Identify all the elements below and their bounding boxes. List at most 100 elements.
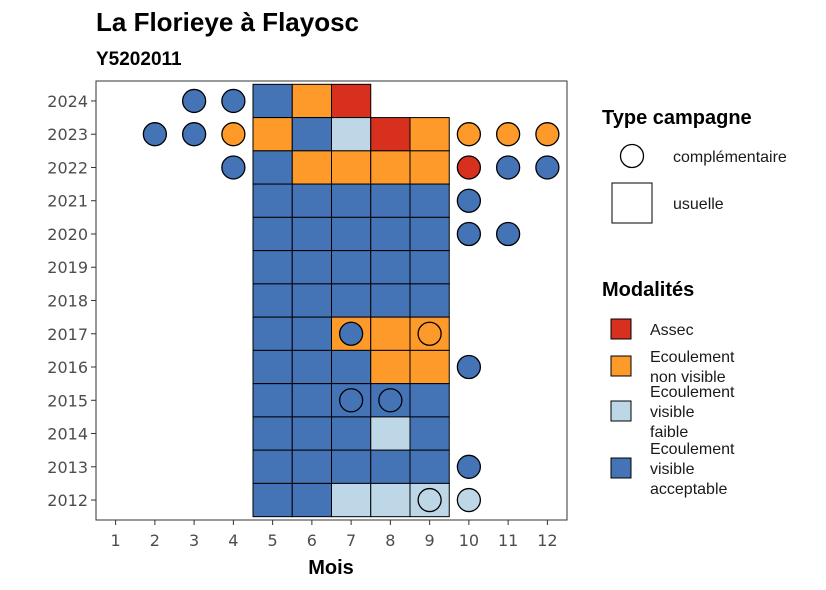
tile-2022-m5-ecoulement-visible-acceptable [252,150,293,185]
tile-2023-m7-ecoulement-visible-faible [331,117,372,152]
chart-subtitle: Y5202011 [96,49,182,70]
x-tick-label-12: 12 [537,531,557,550]
chart-title: La Florieye à Flayosc [96,7,359,37]
legend-shape-title: Type campagne [602,107,752,129]
tile-2014-m9-ecoulement-visible-acceptable [409,416,450,451]
tile-2013-m8-ecoulement-visible-acceptable [370,449,411,484]
point-2017-m7-ecoulement-visible-acceptable [338,321,364,346]
point-2022-m10-assec [456,155,482,180]
legend-key-complementaire [619,143,645,169]
tile-2022-m7-ecoulement-non-visible [331,150,372,185]
x-tick-label-2: 2 [150,531,160,550]
point-2020-m11-ecoulement-visible-acceptable [495,221,521,247]
tile-2014-m6-ecoulement-visible-acceptable [291,416,332,451]
y-tick-label-2020: 2020 [47,225,88,244]
tile-2017-m6-ecoulement-visible-acceptable [291,316,332,351]
y-tick-label-2015: 2015 [47,391,88,410]
y-tick-label-2021: 2021 [47,192,88,211]
point-2023-m4-ecoulement-non-visible [221,122,246,147]
point-2023-m2-ecoulement-visible-acceptable [142,122,168,147]
tile-2018-m9-ecoulement-visible-acceptable [409,283,450,318]
legend-swatch-assec [610,318,632,340]
tile-2016-m5-ecoulement-visible-acceptable [252,349,293,385]
x-tick-label-1: 1 [111,531,121,550]
tile-2024-m5-ecoulement-visible-acceptable [252,83,293,119]
point-2023-m11-ecoulement-non-visible [495,122,521,147]
tile-2015-m9-ecoulement-visible-acceptable [409,383,450,418]
tile-2018-m6-ecoulement-visible-acceptable [291,283,332,318]
y-tick-label-2017: 2017 [47,325,88,344]
tile-2016-m7-ecoulement-visible-acceptable [331,349,372,385]
tile-2014-m7-ecoulement-visible-acceptable [331,416,372,451]
y-tick-label-2014: 2014 [47,425,88,444]
x-tick-label-11: 11 [498,531,518,550]
tile-2022-m8-ecoulement-non-visible [370,150,411,185]
point-2013-m10-ecoulement-visible-acceptable [456,454,482,479]
tile-2013-m6-ecoulement-visible-acceptable [291,449,332,484]
tile-2013-m5-ecoulement-visible-acceptable [252,449,293,484]
tile-2018-m8-ecoulement-visible-acceptable [370,283,411,318]
x-tick-label-4: 4 [228,531,238,550]
tile-2021-m7-ecoulement-visible-acceptable [331,183,372,218]
x-tick-label-10: 10 [459,531,479,550]
tile-2012-m7-ecoulement-visible-faible [331,482,372,518]
tile-2016-m6-ecoulement-visible-acceptable [291,349,332,385]
point-2012-m9-ecoulement-visible-faible [417,487,442,513]
legend-key-usuelle [611,182,653,224]
y-tick-label-2016: 2016 [47,358,88,377]
legend-swatch-ecoulement-visible-acceptable [610,457,632,479]
tile-2023-m5-ecoulement-non-visible [252,117,293,152]
tile-2017-m5-ecoulement-visible-acceptable [252,316,293,351]
point-2015-m8-ecoulement-visible-acceptable [378,388,403,413]
tile-2013-m9-ecoulement-visible-acceptable [409,449,450,484]
point-2024-m3-ecoulement-visible-acceptable [181,88,207,114]
point-2022-m12-ecoulement-visible-acceptable [535,155,560,180]
tile-2020-m7-ecoulement-visible-acceptable [331,216,372,252]
tile-2015-m6-ecoulement-visible-acceptable [291,383,332,418]
tile-2018-m5-ecoulement-visible-acceptable [252,283,293,318]
tile-2021-m8-ecoulement-visible-acceptable [370,183,411,218]
tile-2021-m9-ecoulement-visible-acceptable [409,183,450,218]
tile-2022-m9-ecoulement-non-visible [409,150,450,185]
tile-2013-m7-ecoulement-visible-acceptable [331,449,372,484]
point-2023-m10-ecoulement-non-visible [456,122,482,147]
tile-2014-m5-ecoulement-visible-acceptable [252,416,293,451]
tile-2019-m6-ecoulement-visible-acceptable [291,250,332,285]
tile-2022-m6-ecoulement-non-visible [291,150,332,185]
point-2016-m10-ecoulement-visible-acceptable [456,354,482,380]
tile-2021-m5-ecoulement-visible-acceptable [252,183,293,218]
legend-label-ecoulement-visible-acceptable: Ecoulement visible acceptable [650,441,735,498]
point-2023-m3-ecoulement-visible-acceptable [181,122,207,147]
tile-2019-m8-ecoulement-visible-acceptable [370,250,411,285]
point-2022-m4-ecoulement-visible-acceptable [221,155,246,180]
tile-2020-m5-ecoulement-visible-acceptable [252,216,293,252]
x-tick-label-8: 8 [385,531,395,550]
point-2023-m12-ecoulement-non-visible [535,122,560,147]
legend-label-complementaire: complémentaire [673,149,787,166]
y-tick-label-2012: 2012 [47,491,88,510]
tile-2016-m9-ecoulement-non-visible [409,349,450,385]
tile-2021-m6-ecoulement-visible-acceptable [291,183,332,218]
tile-2014-m8-ecoulement-visible-faible [370,416,411,451]
y-tick-label-2023: 2023 [47,125,88,144]
point-2021-m10-ecoulement-visible-acceptable [456,188,482,213]
x-tick-label-6: 6 [307,531,317,550]
tile-2016-m8-ecoulement-non-visible [370,349,411,385]
legend-swatch-ecoulement-non-visible [610,355,632,377]
tile-2017-m8-ecoulement-non-visible [370,316,411,351]
x-axis-title: Mois [308,557,354,579]
tile-2020-m9-ecoulement-visible-acceptable [409,216,450,252]
axes: 1 2 3 4 5 6 7 8 9 10 11 122012201320142015201620172… [47,80,568,550]
legend-label-ecoulement-non-visible: Ecoulement non visible [650,349,735,386]
point-2012-m10-ecoulement-visible-faible [456,487,482,513]
legend-color-title: Modalités [602,279,694,301]
tile-2023-m8-assec [370,117,411,152]
tile-2024-m7-assec [331,83,372,119]
point-2020-m10-ecoulement-visible-acceptable [456,221,482,247]
tile-2012-m6-ecoulement-visible-acceptable [291,482,332,518]
x-tick-label-7: 7 [346,531,356,550]
y-tick-label-2019: 2019 [47,258,88,277]
legend-type-campagne: Type campagne complémentaire usuelle [602,107,787,224]
